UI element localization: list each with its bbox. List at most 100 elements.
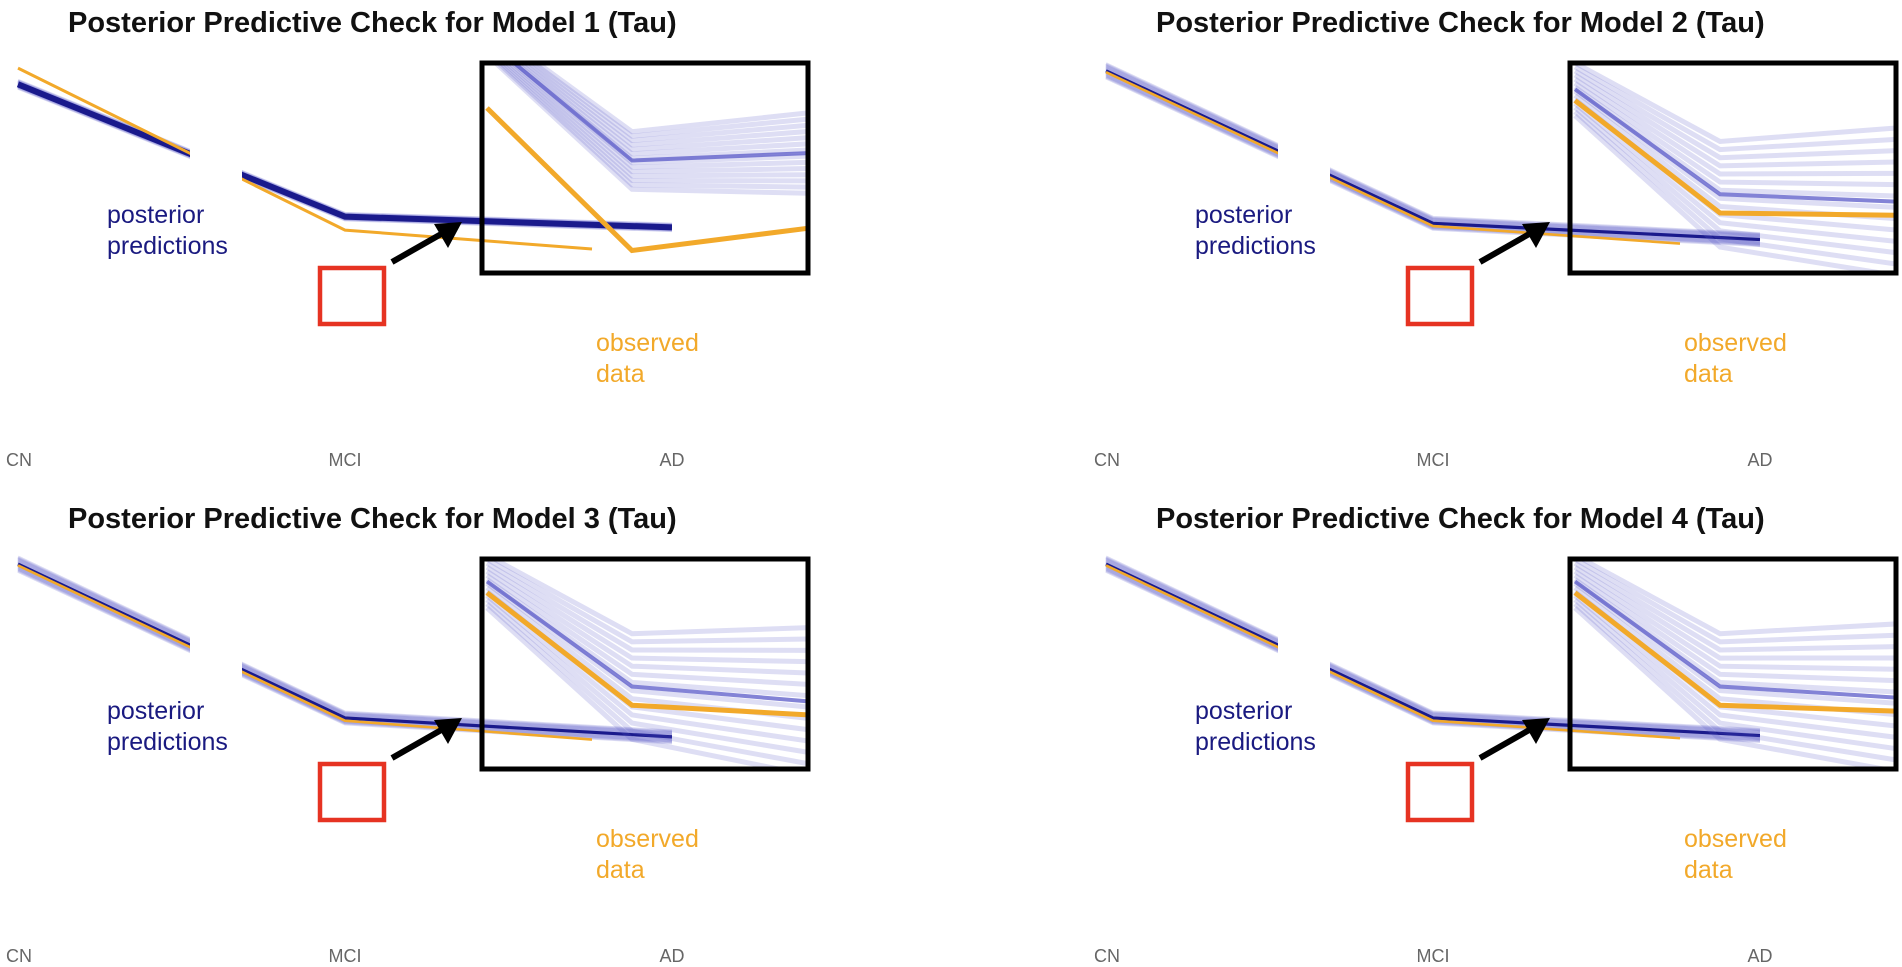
posterior-draw-line — [1105, 63, 1760, 237]
inset-posterior-draw — [1573, 569, 1896, 672]
x-tick-cn: CN — [6, 450, 32, 470]
inset-posterior-draw — [1573, 81, 1896, 188]
chart-title: Posterior Predictive Check for Model 4 (… — [1156, 503, 1765, 535]
posterior-draw-line — [17, 567, 672, 743]
predictions-label-line2: predictions — [107, 728, 228, 756]
inset-posterior-draw — [485, 561, 808, 653]
x-tick-ad: AD — [659, 946, 684, 966]
observed-data-line — [17, 564, 593, 741]
inset-posterior-draw — [1573, 606, 1896, 769]
inset-observed-line — [485, 590, 808, 718]
posterior-draw-line — [1105, 568, 1760, 743]
inset-frame — [1567, 556, 1899, 772]
posterior-predictions-line — [17, 562, 672, 739]
inset-posterior-mean — [1573, 87, 1896, 204]
chart-title: Posterior Predictive Check for Model 3 (… — [68, 503, 677, 535]
posterior-draw-line — [17, 555, 672, 733]
inset-posterior-draw — [485, 577, 808, 699]
posterior-draw-line — [1105, 74, 1760, 246]
inset-posterior-draw — [1573, 577, 1896, 695]
inset-posterior-draw — [485, 593, 808, 744]
inset-posterior-draw — [1573, 105, 1896, 256]
x-tick-ad: AD — [659, 450, 684, 470]
posterior-draw-line — [17, 86, 672, 233]
predictions-label-line1: posterior — [1195, 697, 1292, 725]
posterior-draw-line — [1105, 567, 1760, 742]
inset-frame — [1567, 60, 1899, 276]
inset-posterior-draw — [485, 606, 791, 769]
predictions-label-line1: posterior — [107, 201, 204, 229]
zoom-arrow-head — [434, 222, 462, 248]
inset-posterior-draw — [1573, 561, 1896, 653]
chart-title: Posterior Predictive Check for Model 2 (… — [1156, 7, 1765, 39]
x-tick-ad: AD — [1747, 450, 1772, 470]
chart-title: Posterior Predictive Check for Model 1 (… — [68, 7, 677, 39]
zoom-arrow-head — [434, 718, 462, 744]
inset-plot — [1573, 63, 1896, 273]
chart-panel-1: Posterior Predictive Check for Model 1 (… — [6, 7, 811, 470]
posterior-draw-line — [17, 568, 672, 744]
posterior-draw-line — [1105, 65, 1760, 238]
inset-posterior-draw — [1573, 573, 1896, 684]
inset-posterior-draw — [1573, 565, 1896, 661]
inset-observed-line — [485, 106, 808, 254]
observed-data-line — [1105, 564, 1681, 740]
main-plot-lines — [16, 66, 672, 251]
inset-posterior-draw — [1573, 101, 1896, 244]
inset-observed-line — [1573, 98, 1896, 218]
x-tick-cn: CN — [1094, 946, 1120, 966]
observed-data-line — [1105, 70, 1681, 245]
posterior-draw-line — [17, 556, 672, 734]
inset-posterior-mean — [511, 63, 808, 163]
observed-label-line1: observed — [1684, 825, 1787, 853]
x-tick-mci: MCI — [329, 450, 362, 470]
main-plot-lines — [1105, 555, 1760, 743]
zoom-highlight-box — [317, 265, 387, 327]
inset-posterior-draw — [499, 63, 808, 179]
posterior-draw-line — [17, 557, 672, 735]
predictions-label-line2: predictions — [1195, 728, 1316, 756]
posterior-draw-line — [1105, 76, 1760, 247]
posterior-draw-line — [1105, 558, 1760, 734]
observed-label-line2: data — [1684, 360, 1733, 388]
observed-label-line1: observed — [596, 825, 699, 853]
posterior-predictions-line — [16, 81, 672, 231]
chart-panel-4: Posterior Predictive Check for Model 4 (… — [1094, 503, 1899, 966]
posterior-draw-line — [1105, 66, 1760, 239]
inset-posterior-draw — [485, 569, 808, 676]
inset-posterior-draw — [492, 63, 808, 196]
chart-panel-3: Posterior Predictive Check for Model 3 (… — [6, 503, 811, 966]
zoom-highlight-box — [317, 761, 387, 823]
zoom-highlight-box — [1405, 265, 1475, 327]
inset-posterior-draw — [525, 63, 808, 144]
x-tick-mci: MCI — [1417, 946, 1450, 966]
inset-posterior-draw — [485, 559, 808, 645]
observed-label-line2: data — [596, 856, 645, 884]
main-plot-lines — [17, 555, 672, 745]
inset-posterior-draw — [1576, 559, 1896, 637]
predictions-label-line1: posterior — [107, 697, 204, 725]
observed-label-line2: data — [596, 360, 645, 388]
zoom-arrow-head — [1522, 718, 1550, 744]
posterior-draw-line — [1105, 64, 1760, 237]
predictions-label-line1: posterior — [1195, 201, 1292, 229]
posterior-draw-line — [17, 79, 672, 226]
inset-plot — [485, 63, 808, 254]
inset-posterior-draw — [502, 63, 808, 175]
inset-posterior-draw — [515, 63, 808, 157]
zoom-arrow-head — [1522, 222, 1550, 248]
posterior-draw-line — [1105, 556, 1760, 733]
chart-panel-2: Posterior Predictive Check for Model 2 (… — [1094, 7, 1899, 470]
inset-posterior-draw — [485, 581, 808, 710]
posterior-draw-line — [17, 558, 672, 736]
posterior-draw-line — [17, 560, 672, 737]
inset-plot — [485, 559, 808, 769]
inset-posterior-draw — [485, 573, 808, 687]
posterior-draw-line — [1105, 62, 1760, 236]
inset-posterior-draw — [1573, 597, 1896, 752]
observed-label-line2: data — [1684, 856, 1733, 884]
inset-posterior-draw — [485, 597, 808, 755]
inset-posterior-draw — [1573, 559, 1896, 645]
inset-posterior-draw — [1573, 113, 1896, 273]
